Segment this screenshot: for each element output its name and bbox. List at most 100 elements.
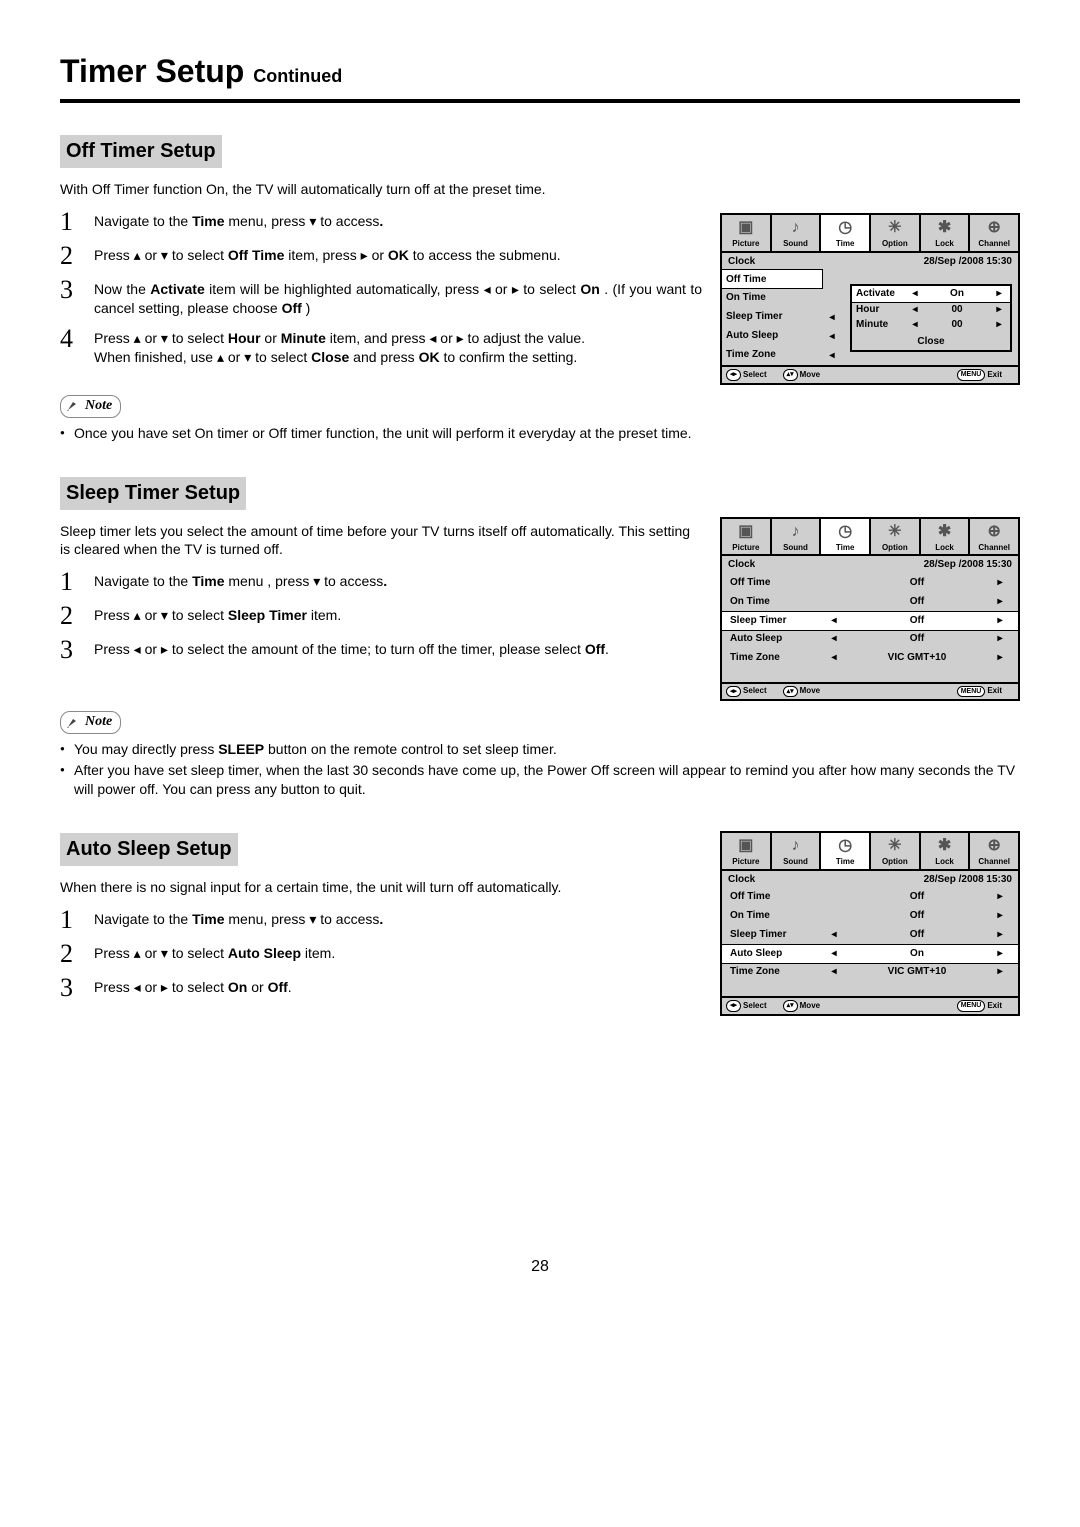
osd-screenshot: ▣Picture♪Sound◷Time✳Option✱Lock⊕ChannelC… xyxy=(720,517,1020,702)
osd-row-clock: Clock28/Sep /2008 15:30 xyxy=(722,871,1018,889)
osd-popup: Activate◂On▸Hour◂00▸Minute◂00▸Close xyxy=(850,284,1012,352)
osd-tab-picture: ▣Picture xyxy=(722,519,772,555)
osd-tab-label: Lock xyxy=(921,543,969,554)
osd-tab-icon: ✳ xyxy=(871,521,919,543)
osd-tabs: ▣Picture♪Sound◷Time✳Option✱Lock⊕Channel xyxy=(722,833,1018,871)
note-label-sleep: Note xyxy=(60,711,121,734)
step: 3Now the Activate item will be highlight… xyxy=(60,277,702,318)
step-number: 1 xyxy=(60,907,94,933)
auto-intro: When there is no signal input for a cert… xyxy=(60,878,702,897)
osd-tab-sound: ♪Sound xyxy=(772,833,822,869)
osd-menu-item: Time Zone xyxy=(722,345,822,364)
step-text: Press ▴ or ▾ to select Sleep Timer item. xyxy=(94,603,341,629)
step: 1Navigate to the Time menu, press ▾ to a… xyxy=(60,907,702,933)
osd-tab-option: ✳Option xyxy=(871,215,921,251)
osd-body: Off TimeOn TimeSleep TimerAuto SleepTime… xyxy=(722,270,1018,365)
osd-tab-label: Lock xyxy=(921,239,969,250)
osd-tab-label: Picture xyxy=(722,543,770,554)
step: 2Press ▴ or ▾ to select Sleep Timer item… xyxy=(60,603,702,629)
osd-tab-label: Lock xyxy=(921,857,969,868)
osd-menu-item: On Time xyxy=(722,288,822,307)
osd-row: Time Zone◂VIC GMT+10▸ xyxy=(722,649,1018,668)
osd-tab-icon: ▣ xyxy=(722,835,770,857)
osd-popup-row: Minute◂00▸ xyxy=(852,317,1010,333)
osd-tab-icon: ⊕ xyxy=(970,835,1018,857)
step-number: 2 xyxy=(60,941,94,967)
osd-row: On TimeOff▸ xyxy=(722,593,1018,612)
osd-row: Auto Sleep◂On▸ xyxy=(721,944,1019,964)
osd-tab-icon: ✳ xyxy=(871,835,919,857)
step-number: 4 xyxy=(60,326,94,367)
title-main: Timer Setup xyxy=(60,53,244,89)
osd-tab-icon: ⊕ xyxy=(970,217,1018,239)
osd-tab-option: ✳Option xyxy=(871,833,921,869)
osd-tab-label: Picture xyxy=(722,857,770,868)
step-text: Press ▴ or ▾ to select Hour or Minute it… xyxy=(94,326,585,367)
osd-menu: Off TimeOn TimeSleep TimerAuto SleepTime… xyxy=(722,270,822,365)
osd-row: Off TimeOff▸ xyxy=(722,888,1018,907)
osd-tab-time: ◷Time xyxy=(821,519,871,555)
osd-tab-icon: ✱ xyxy=(921,521,969,543)
osd-screenshot: ▣Picture♪Sound◷Time✳Option✱Lock⊕ChannelC… xyxy=(720,831,1020,1016)
sleep-steps: 1Navigate to the Time menu , press ▾ to … xyxy=(60,569,702,663)
osd-tab-label: Channel xyxy=(970,543,1018,554)
off-intro: With Off Timer function On, the TV will … xyxy=(60,180,1020,199)
osd-tab-channel: ⊕Channel xyxy=(970,215,1018,251)
osd-popup-row: Activate◂On▸ xyxy=(851,285,1011,303)
note-item: After you have set sleep timer, when the… xyxy=(60,761,1020,799)
sleep-intro: Sleep timer lets you select the amount o… xyxy=(60,522,702,560)
step-text: Now the Activate item will be highlighte… xyxy=(94,277,702,318)
title-continued: Continued xyxy=(253,66,342,86)
osd-tab-icon: ♪ xyxy=(772,217,820,239)
osd-tab-lock: ✱Lock xyxy=(921,833,971,869)
osd-row: Off TimeOff▸ xyxy=(722,574,1018,593)
osd-row: On TimeOff▸ xyxy=(722,907,1018,926)
osd-tab-channel: ⊕Channel xyxy=(970,833,1018,869)
osd-menu-item: Off Time xyxy=(721,269,823,289)
osd-menu-item: Sleep Timer xyxy=(722,307,822,326)
page-title: Timer Setup Continued xyxy=(60,50,1020,93)
osd-footer: ◂▸Select▴▾MoveMENUExit xyxy=(722,996,1018,1013)
osd-tab-label: Picture xyxy=(722,239,770,250)
osd-tab-icon: ✱ xyxy=(921,217,969,239)
osd-row: Time Zone◂VIC GMT+10▸ xyxy=(722,963,1018,982)
osd-tab-label: Sound xyxy=(772,543,820,554)
off-steps: 1Navigate to the Time menu, press ▾ to a… xyxy=(60,209,702,367)
step: 3Press ◂ or ▸ to select On or Off. xyxy=(60,975,702,1001)
osd-tab-label: Channel xyxy=(970,239,1018,250)
step-text: Navigate to the Time menu , press ▾ to a… xyxy=(94,569,387,595)
osd-popup-close: Close xyxy=(852,333,1010,351)
osd-row-clock: Clock28/Sep /2008 15:30 xyxy=(722,556,1018,574)
osd-footer: ◂▸Select▴▾MoveMENUExit xyxy=(722,365,1018,382)
osd-tabs: ▣Picture♪Sound◷Time✳Option✱Lock⊕Channel xyxy=(722,519,1018,557)
step-text: Navigate to the Time menu, press ▾ to ac… xyxy=(94,209,383,235)
osd-row: Sleep Timer◂Off▸ xyxy=(722,926,1018,945)
off-note: Once you have set On timer or Off timer … xyxy=(60,424,1020,443)
step-number: 2 xyxy=(60,603,94,629)
osd-tab-label: Sound xyxy=(772,857,820,868)
step-number: 1 xyxy=(60,569,94,595)
osd-tab-sound: ♪Sound xyxy=(772,215,822,251)
osd-tab-icon: ◷ xyxy=(821,835,869,857)
osd-tab-icon: ♪ xyxy=(772,521,820,543)
osd-tab-option: ✳Option xyxy=(871,519,921,555)
osd-tab-label: Option xyxy=(871,543,919,554)
osd-tab-icon: ▣ xyxy=(722,521,770,543)
step-number: 2 xyxy=(60,243,94,269)
osd-menu-item: Auto Sleep xyxy=(722,326,822,345)
step-text: Navigate to the Time menu, press ▾ to ac… xyxy=(94,907,383,933)
osd-tab-icon: ♪ xyxy=(772,835,820,857)
title-rule xyxy=(60,99,1020,103)
section-heading-sleep: Sleep Timer Setup xyxy=(60,477,246,510)
osd-tab-label: Sound xyxy=(772,239,820,250)
step-number: 3 xyxy=(60,277,94,318)
osd-tab-picture: ▣Picture xyxy=(722,215,772,251)
osd-tab-label: Option xyxy=(871,239,919,250)
step: 2Press ▴ or ▾ to select Off Time item, p… xyxy=(60,243,702,269)
step-text: Press ▴ or ▾ to select Off Time item, pr… xyxy=(94,243,561,269)
osd-tab-lock: ✱Lock xyxy=(921,215,971,251)
osd-tab-time: ◷Time xyxy=(821,833,871,869)
step: 4Press ▴ or ▾ to select Hour or Minute i… xyxy=(60,326,702,367)
note-item: You may directly press SLEEP button on t… xyxy=(60,740,1020,759)
auto-steps: 1Navigate to the Time menu, press ▾ to a… xyxy=(60,907,702,1001)
